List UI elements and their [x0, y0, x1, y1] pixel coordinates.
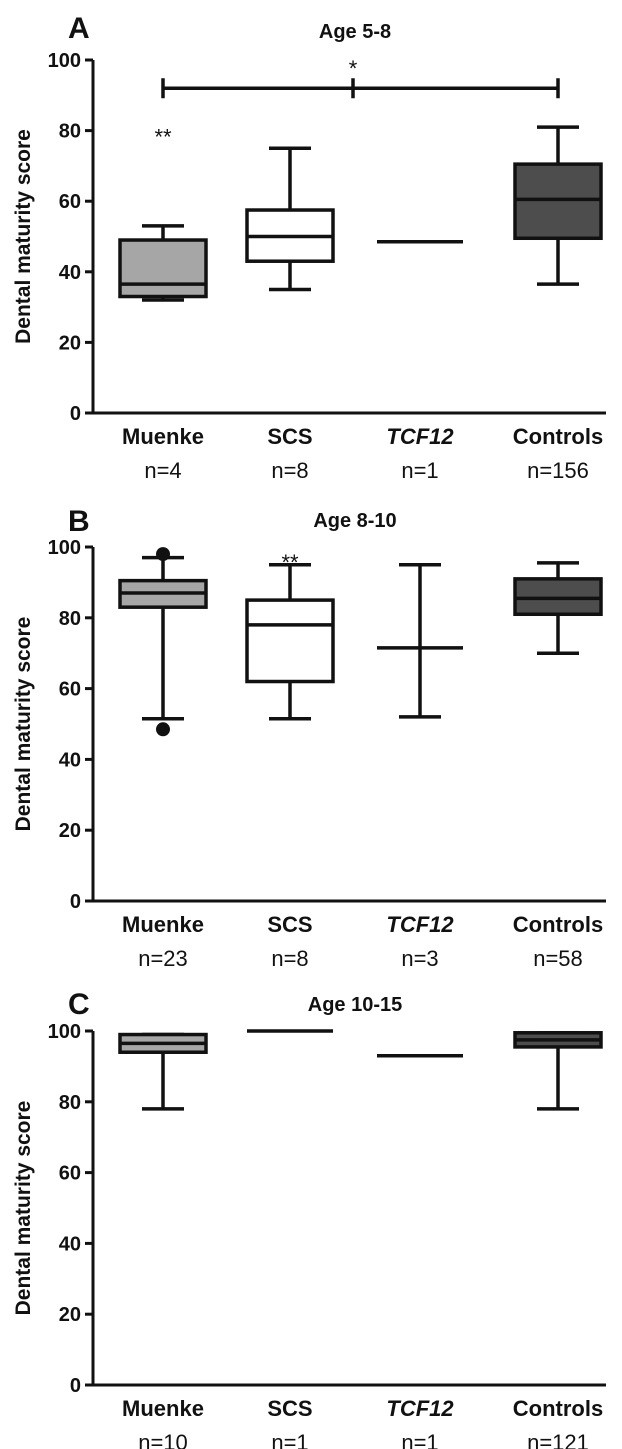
- y-tick-label: 80: [59, 121, 81, 143]
- sample-size-label: n=1: [401, 1430, 438, 1449]
- significance-marker: **: [281, 550, 299, 575]
- y-tick-label: 0: [70, 1375, 81, 1397]
- category-label: Controls: [513, 912, 603, 937]
- y-tick-label: 20: [59, 820, 81, 842]
- outlier-point: [156, 722, 170, 737]
- y-tick-label: 0: [70, 403, 81, 425]
- box-rect: [245, 598, 335, 684]
- sample-size-label: n=1: [271, 1430, 308, 1449]
- sample-size-label: n=10: [138, 1430, 188, 1449]
- category-label: Controls: [513, 424, 603, 449]
- y-axis-label: Dental maturity score: [12, 1101, 35, 1316]
- category-label: SCS: [267, 424, 312, 449]
- panel-b: B Age 8-10 Dental maturity score 0 20 40 60 80 1…: [12, 505, 606, 971]
- sample-size-label: n=58: [533, 946, 583, 971]
- box-controls: [513, 1031, 603, 1111]
- y-tick-label: 60: [59, 679, 81, 701]
- category-label: Controls: [513, 1396, 603, 1421]
- panel-letter: A: [68, 12, 90, 45]
- box-muenke: [118, 1032, 208, 1111]
- panel-a: A Age 5-8 Dental maturity score 0 20 40 60 80 10…: [12, 12, 606, 483]
- panel-letter: B: [68, 505, 90, 538]
- sample-size-label: n=23: [138, 946, 188, 971]
- category-label: SCS: [267, 912, 312, 937]
- y-tick-label: 40: [59, 1233, 81, 1255]
- sample-size-label: n=121: [527, 1430, 589, 1449]
- y-tick-label: 60: [59, 1163, 81, 1185]
- y-tick-label: 80: [59, 1092, 81, 1114]
- category-label: TCF12: [386, 1396, 454, 1421]
- y-tick-label: 40: [59, 262, 81, 284]
- significance-marker: **: [154, 125, 172, 150]
- category-label: Muenke: [122, 424, 204, 449]
- box-rect: [118, 238, 208, 299]
- sample-size-label: n=8: [271, 458, 308, 483]
- y-tick-label: 40: [59, 749, 81, 771]
- y-tick-label: 20: [59, 332, 81, 354]
- category-label: Muenke: [122, 912, 204, 937]
- box-controls: [513, 125, 603, 286]
- sample-size-label: n=8: [271, 946, 308, 971]
- box-controls: [513, 561, 603, 655]
- category-label: TCF12: [386, 424, 454, 449]
- category-label: Muenke: [122, 1396, 204, 1421]
- y-tick-label: 20: [59, 1304, 81, 1326]
- y-axis-label: Dental maturity score: [12, 129, 35, 344]
- sample-size-label: n=156: [527, 458, 589, 483]
- significance-marker: *: [349, 56, 358, 81]
- sample-size-label: n=1: [401, 458, 438, 483]
- outlier-point: [156, 547, 170, 562]
- panel-title: Age 8-10: [313, 510, 396, 532]
- y-tick-label: 100: [48, 537, 81, 559]
- box-muenke: [118, 224, 208, 302]
- box-scs: [245, 146, 335, 292]
- y-axis-label: Dental maturity score: [12, 617, 35, 832]
- panel-letter: C: [68, 988, 90, 1021]
- category-label: SCS: [267, 1396, 312, 1421]
- category-label: TCF12: [386, 912, 454, 937]
- sample-size-label: n=3: [401, 946, 438, 971]
- box-tcf12: [377, 562, 463, 719]
- panel-title: Age 10-15: [308, 994, 403, 1016]
- significance-bracket: *: [161, 56, 560, 99]
- y-tick-label: 60: [59, 191, 81, 213]
- box-rect: [513, 162, 603, 241]
- y-tick-label: 100: [48, 50, 81, 72]
- y-tick-label: 80: [59, 608, 81, 630]
- y-tick-label: 100: [48, 1021, 81, 1043]
- box-scs: [245, 562, 335, 721]
- panel-title: Age 5-8: [319, 21, 391, 43]
- sample-size-label: n=4: [144, 458, 181, 483]
- box-muenke: [118, 547, 208, 737]
- y-tick-label: 0: [70, 891, 81, 913]
- panel-c: C Age 10-15 Dental maturity score 0 20 40 60 80…: [12, 988, 606, 1449]
- box-rect: [513, 577, 603, 617]
